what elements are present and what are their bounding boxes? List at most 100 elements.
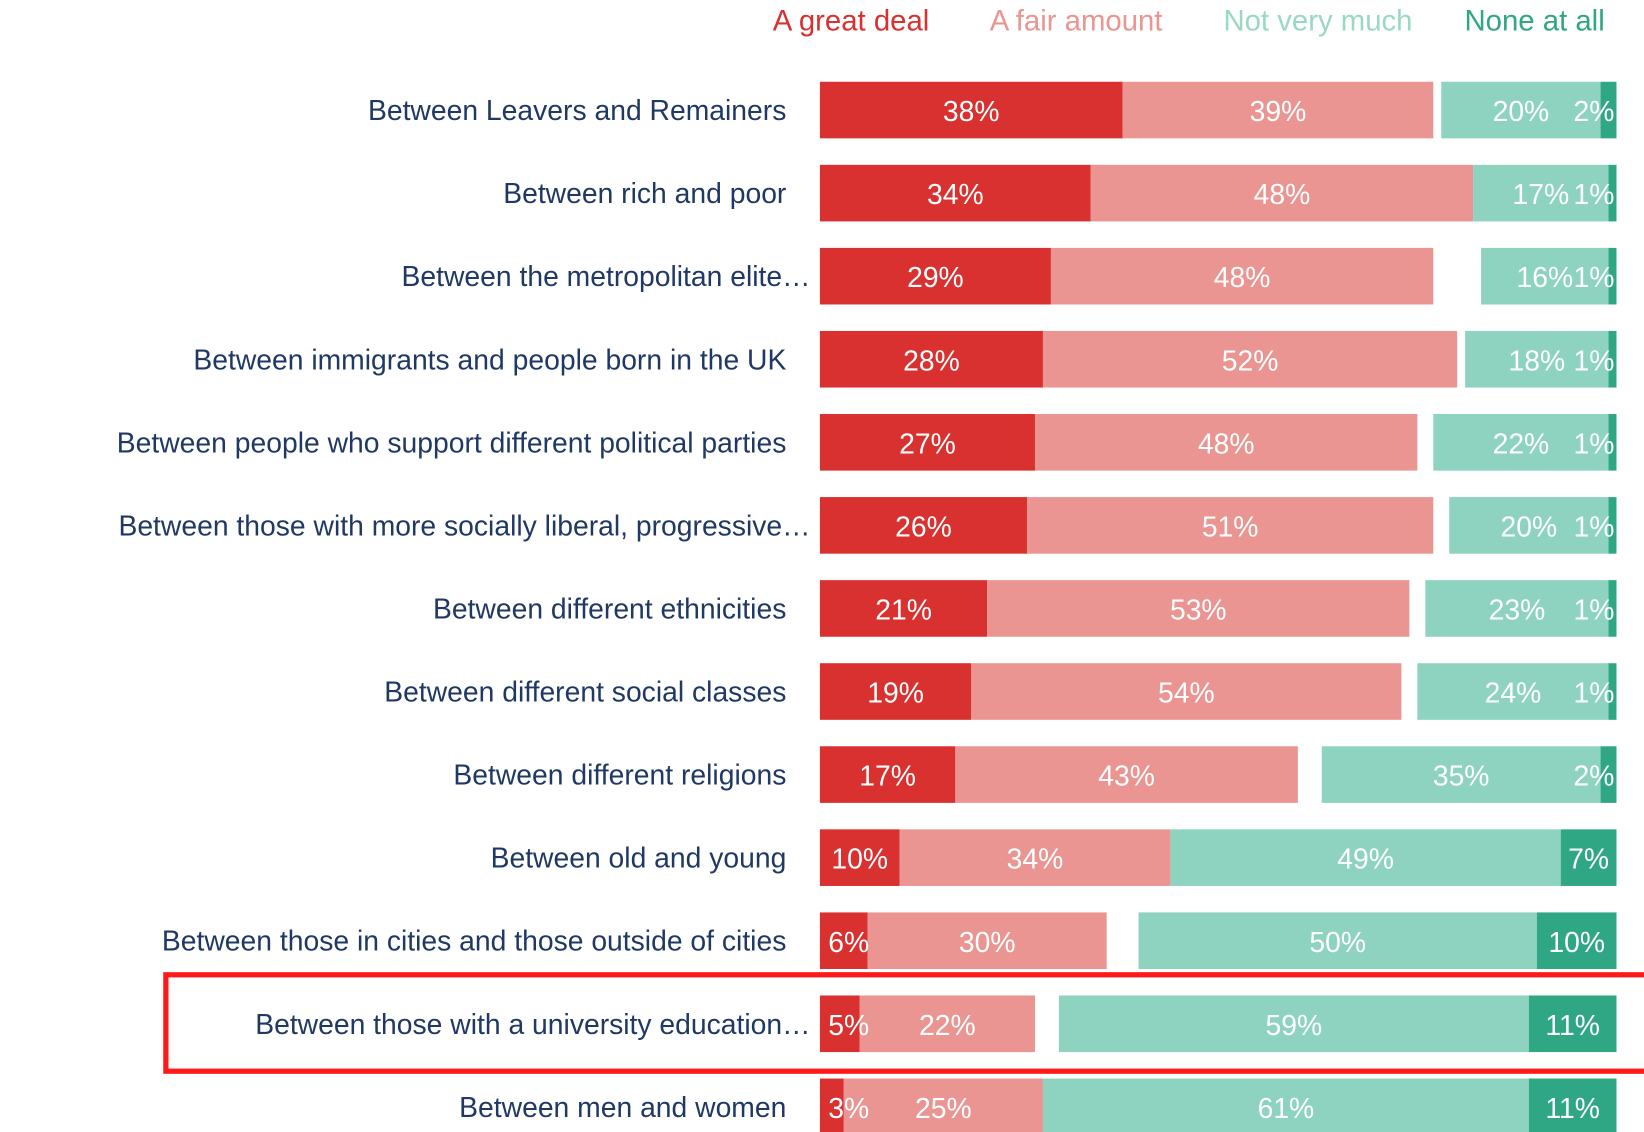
data-label: 17% — [1512, 178, 1569, 210]
data-label: 35% — [1433, 760, 1490, 792]
data-label: 20% — [1493, 95, 1550, 127]
data-label: 16% — [1516, 261, 1573, 293]
data-label: 50% — [1309, 926, 1366, 958]
bar-segment — [1027, 497, 1434, 554]
bar-segment — [955, 746, 1298, 803]
legend-label: Not very much — [1223, 4, 1412, 37]
bar-segment — [1138, 912, 1537, 970]
data-label: 26% — [895, 510, 952, 542]
data-label: 1% — [1573, 427, 1614, 459]
category-label: Between different social classes — [384, 676, 786, 708]
bar-segment — [867, 912, 1107, 970]
data-label: 48% — [1254, 178, 1311, 210]
legend-label: A great deal — [773, 4, 930, 37]
bar-segment — [819, 580, 988, 637]
legend-label: A fair amount — [990, 4, 1163, 37]
data-label: 1% — [1573, 677, 1614, 709]
data-label: 18% — [1509, 344, 1566, 376]
bar-segment — [1122, 81, 1434, 139]
bar-segment — [1481, 247, 1609, 305]
data-label: 25% — [915, 1092, 972, 1124]
data-label: 61% — [1258, 1092, 1315, 1124]
bar-segment — [1321, 746, 1601, 803]
data-label: 10% — [1548, 926, 1605, 958]
data-label: 5% — [828, 1009, 869, 1041]
bar-segment — [819, 663, 972, 720]
data-label: 1% — [1573, 178, 1614, 210]
bar-segment — [971, 663, 1402, 720]
category-label: Between men and women — [459, 1091, 786, 1123]
data-label: 48% — [1198, 427, 1255, 459]
category-label: Between different ethnicities — [433, 592, 786, 624]
bar-segment — [819, 330, 1043, 388]
category-label: Between those with more socially liberal… — [118, 509, 810, 541]
bar-segment — [819, 247, 1051, 305]
bar-segment — [1608, 497, 1617, 554]
data-label: 28% — [903, 344, 960, 376]
bar-segment — [1441, 81, 1601, 139]
bar-segment — [1608, 414, 1617, 471]
data-label: 59% — [1266, 1009, 1323, 1041]
data-label: 7% — [1568, 843, 1609, 875]
category-label: Between those with a university educatio… — [255, 1008, 810, 1040]
bar-segment — [1608, 247, 1617, 305]
bar-segment — [1449, 497, 1609, 554]
category-label: Between Leavers and Remainers — [368, 94, 786, 126]
bar-segment — [819, 414, 1035, 471]
data-label: 1% — [1573, 344, 1614, 376]
bar-segment — [819, 497, 1028, 554]
bar-segment — [1608, 663, 1617, 720]
data-label: 27% — [899, 427, 956, 459]
data-label: 34% — [927, 178, 984, 210]
bar-segment — [819, 829, 900, 886]
bar-segment — [819, 912, 868, 970]
bar-segment — [1608, 164, 1617, 222]
data-label: 22% — [919, 1009, 976, 1041]
data-label: 3% — [828, 1092, 869, 1124]
data-label: 30% — [959, 926, 1016, 958]
bar-segment — [1042, 330, 1458, 388]
bar-segment — [819, 995, 860, 1053]
data-label: 10% — [831, 843, 888, 875]
data-label: 39% — [1250, 95, 1307, 127]
bar-segment — [1600, 81, 1617, 139]
bar-segment — [819, 164, 1091, 222]
data-label: 11% — [1545, 1009, 1600, 1041]
bar-segment — [1425, 580, 1609, 637]
category-label: Between different religions — [453, 759, 786, 791]
bar-segment — [1058, 995, 1529, 1053]
data-label: 29% — [907, 261, 964, 293]
bar-segment — [1600, 746, 1617, 803]
bar-segment — [819, 81, 1123, 139]
bar-segment — [1473, 164, 1609, 222]
data-label: 21% — [875, 593, 932, 625]
data-label: 22% — [1493, 427, 1550, 459]
bar-segment — [1170, 829, 1561, 886]
bar-segment — [819, 1078, 844, 1132]
bar-segment — [819, 746, 956, 803]
category-label: Between immigrants and people born in th… — [193, 343, 786, 375]
data-label: 19% — [867, 677, 924, 709]
bar-segment — [1050, 247, 1434, 305]
category-label: Between people who support different pol… — [117, 426, 787, 458]
data-label: 53% — [1170, 593, 1227, 625]
highlight-box — [163, 972, 1644, 1074]
category-label: Between those in cities and those outsid… — [162, 925, 786, 957]
bar-segment — [1465, 330, 1609, 388]
data-label: 6% — [828, 926, 869, 958]
bar-segment — [899, 829, 1171, 886]
data-label: 48% — [1214, 261, 1271, 293]
bar-segment — [1608, 330, 1617, 388]
data-label: 17% — [859, 760, 916, 792]
legend-label: None at all — [1465, 4, 1605, 37]
bar-segment — [1433, 414, 1609, 471]
category-label: Between rich and poor — [503, 177, 786, 209]
data-label: 24% — [1485, 677, 1542, 709]
data-label: 34% — [1007, 843, 1064, 875]
data-label: 2% — [1573, 95, 1614, 127]
bar-segment — [1042, 1078, 1529, 1132]
data-label: 1% — [1573, 510, 1614, 542]
bar-segment — [1034, 414, 1418, 471]
data-label: 1% — [1573, 261, 1614, 293]
